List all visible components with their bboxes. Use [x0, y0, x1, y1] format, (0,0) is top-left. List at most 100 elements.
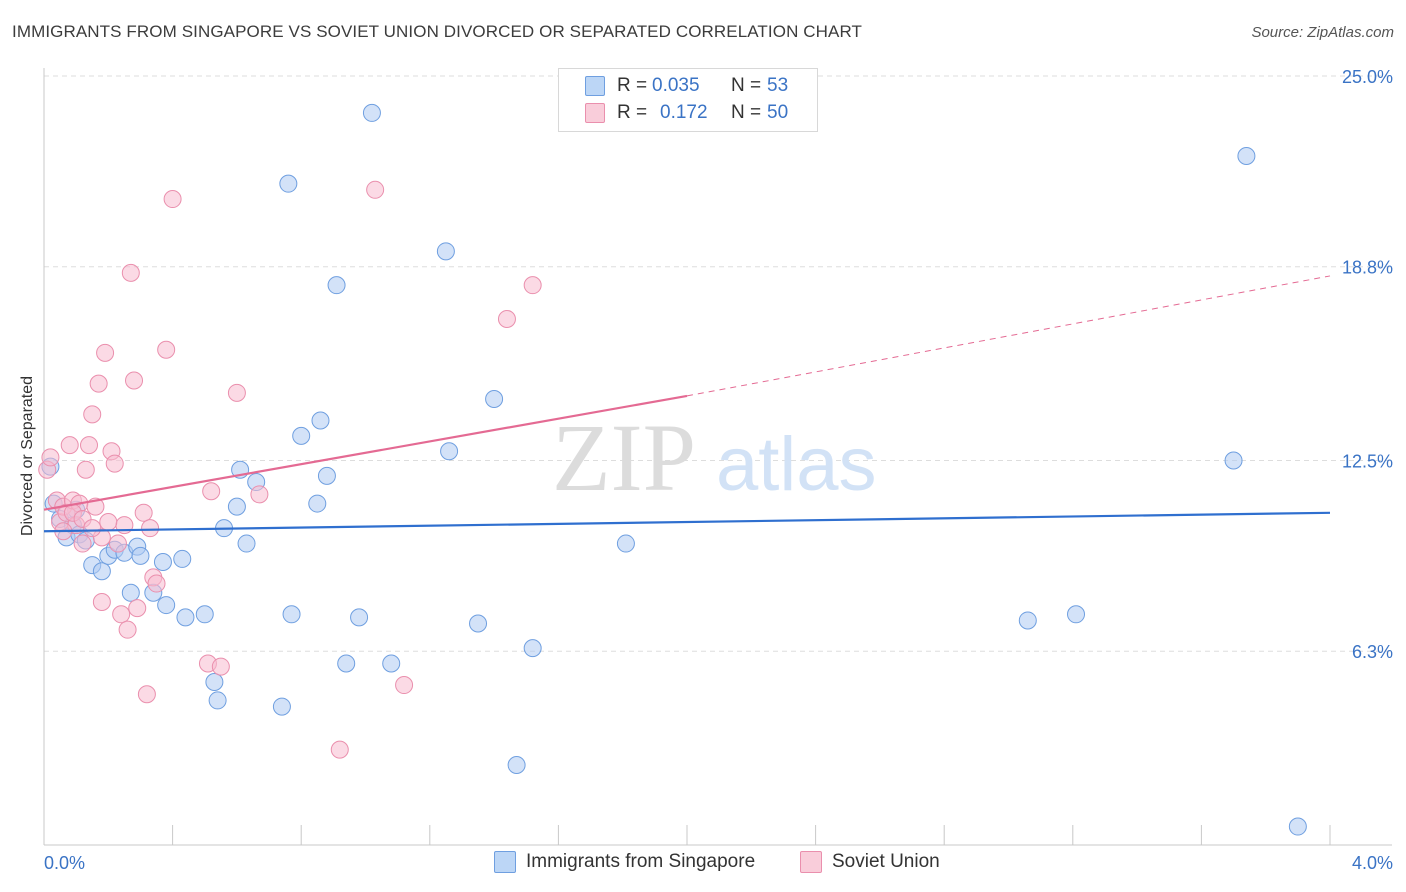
point-soviet-union: [100, 514, 117, 531]
point-soviet-union: [97, 344, 114, 361]
point-singapore: [338, 655, 355, 672]
gridlines: [44, 76, 1392, 651]
point-soviet-union: [212, 658, 229, 675]
point-soviet-union: [84, 406, 101, 423]
point-singapore: [524, 640, 541, 657]
y-tick-labels: 6.3% 12.5% 18.8% 25.0%: [1342, 67, 1393, 662]
bottom-legend-swatch-blue: [494, 851, 516, 873]
legend-r-label: R =: [617, 75, 647, 97]
point-singapore: [470, 615, 487, 632]
point-soviet-union: [122, 264, 139, 281]
y-tick-label: 12.5%: [1342, 452, 1393, 472]
point-singapore: [154, 554, 171, 571]
legend: R = 0.035 N = 53 R = 0.172 N = 50: [558, 68, 818, 132]
point-singapore: [1238, 147, 1255, 164]
point-soviet-union: [129, 600, 146, 617]
point-soviet-union: [396, 677, 413, 694]
point-soviet-union: [251, 486, 268, 503]
point-soviet-union: [158, 341, 175, 358]
point-singapore: [122, 584, 139, 601]
bottom-legend-singapore: Immigrants from Singapore: [494, 851, 755, 873]
point-singapore: [196, 606, 213, 623]
point-soviet-union: [142, 520, 159, 537]
watermark-zip: ZIP: [552, 404, 696, 511]
point-singapore: [437, 243, 454, 260]
point-soviet-union: [74, 535, 91, 552]
bottom-legend-soviet-union: Soviet Union: [800, 851, 940, 873]
point-singapore: [1289, 818, 1306, 835]
point-soviet-union: [42, 449, 59, 466]
point-singapore: [174, 550, 191, 567]
legend-n-label: N =: [731, 102, 761, 124]
point-singapore: [209, 692, 226, 709]
point-soviet-union: [77, 461, 94, 478]
series-soviet-union-points: [39, 181, 541, 758]
legend-r-label: R =: [617, 102, 647, 124]
point-singapore: [486, 390, 503, 407]
trend-line-soviet-union-extension: [687, 276, 1330, 396]
point-soviet-union: [138, 686, 155, 703]
point-soviet-union: [203, 483, 220, 500]
point-singapore: [328, 277, 345, 294]
x-min-label: 0.0%: [44, 853, 85, 874]
point-singapore: [1019, 612, 1036, 629]
y-tick-label: 6.3%: [1352, 642, 1393, 662]
point-soviet-union: [367, 181, 384, 198]
point-soviet-union: [126, 372, 143, 389]
point-singapore: [383, 655, 400, 672]
point-singapore: [273, 698, 290, 715]
point-singapore: [617, 535, 634, 552]
point-soviet-union: [524, 277, 541, 294]
legend-n-value: 50: [767, 102, 788, 124]
point-singapore: [158, 597, 175, 614]
point-soviet-union: [81, 437, 98, 454]
bottom-legend-swatch-pink: [800, 851, 822, 873]
point-singapore: [309, 495, 326, 512]
bottom-legend-label-soviet-union: Soviet Union: [832, 851, 940, 873]
point-singapore: [93, 563, 110, 580]
bottom-legend-label-singapore: Immigrants from Singapore: [526, 851, 755, 873]
point-soviet-union: [84, 520, 101, 537]
watermark-atlas: atlas: [716, 422, 877, 507]
point-singapore: [1068, 606, 1085, 623]
point-soviet-union: [61, 437, 78, 454]
point-singapore: [293, 427, 310, 444]
x-max-label: 4.0%: [1352, 853, 1393, 874]
watermark: ZIPatlas: [552, 404, 877, 511]
legend-n-value: 53: [767, 75, 788, 97]
point-soviet-union: [228, 384, 245, 401]
y-tick-label: 18.8%: [1342, 258, 1393, 278]
point-singapore: [363, 104, 380, 121]
legend-swatch-blue: [585, 76, 605, 96]
point-singapore: [177, 609, 194, 626]
point-singapore: [351, 609, 368, 626]
legend-n-label: N =: [731, 75, 761, 97]
y-tick-label: 25.0%: [1342, 67, 1393, 87]
point-singapore: [1225, 452, 1242, 469]
point-soviet-union: [135, 504, 152, 521]
point-soviet-union: [119, 621, 136, 638]
legend-r-value: 0.035: [652, 75, 700, 97]
point-singapore: [206, 673, 223, 690]
point-singapore: [228, 498, 245, 515]
point-singapore: [312, 412, 329, 429]
point-singapore: [318, 467, 335, 484]
point-singapore: [283, 606, 300, 623]
point-singapore: [280, 175, 297, 192]
point-singapore: [238, 535, 255, 552]
point-soviet-union: [109, 535, 126, 552]
point-singapore: [441, 443, 458, 460]
point-singapore: [508, 757, 525, 774]
legend-swatch-pink: [585, 103, 605, 123]
point-singapore: [132, 547, 149, 564]
legend-r-value: 0.172: [660, 102, 708, 124]
point-soviet-union: [164, 191, 181, 208]
point-soviet-union: [148, 575, 165, 592]
point-soviet-union: [113, 606, 130, 623]
point-soviet-union: [331, 741, 348, 758]
point-soviet-union: [106, 455, 123, 472]
point-soviet-union: [90, 375, 107, 392]
point-soviet-union: [93, 593, 110, 610]
point-soviet-union: [498, 311, 515, 328]
